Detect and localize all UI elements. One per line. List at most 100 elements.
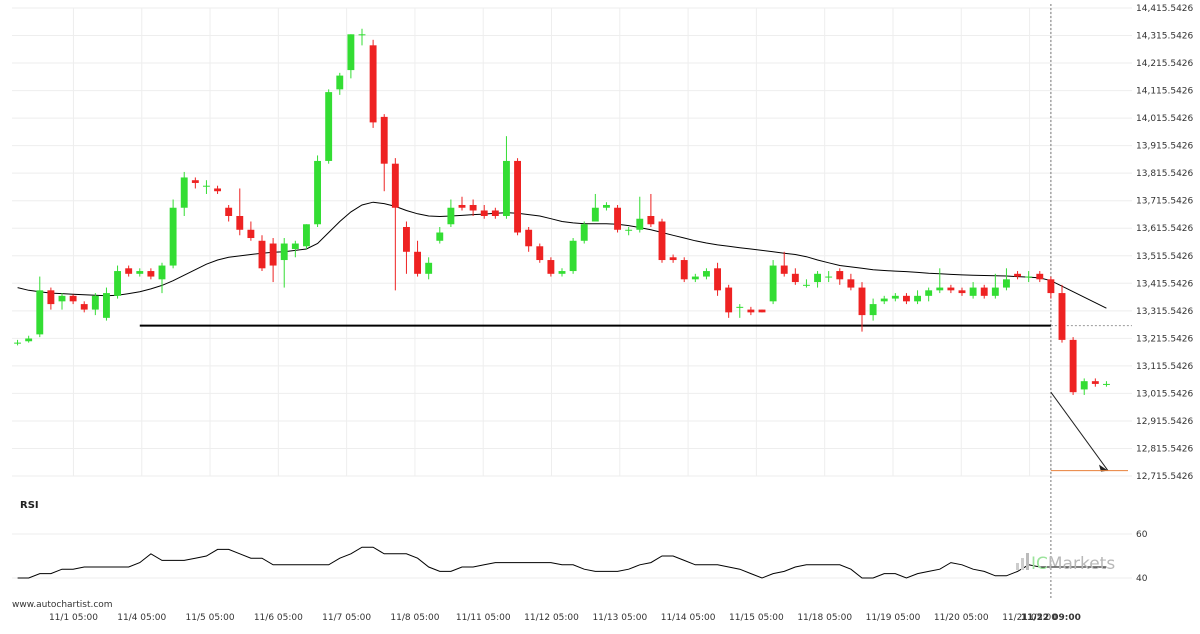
candle-up [91, 295, 99, 310]
candle-down [725, 287, 733, 313]
candle-down [1091, 381, 1099, 384]
candle-up [803, 284, 810, 286]
candle-down [680, 260, 688, 280]
candle-up [1025, 276, 1033, 278]
candle-up [591, 207, 599, 222]
candle-down [391, 163, 399, 208]
candle-down [147, 271, 155, 277]
candle-up [691, 276, 699, 280]
candle-up [114, 271, 121, 296]
x-tick-label: 11/8 05:00 [390, 613, 439, 623]
candle-up [880, 298, 888, 302]
candle-up [103, 293, 110, 318]
brand-suffix: Markets [1048, 554, 1115, 574]
candle-up [558, 271, 566, 274]
candle-down [980, 287, 988, 296]
rsi-line [17, 546, 1107, 579]
candle-up [969, 287, 977, 296]
candle-down [47, 290, 55, 305]
candle-up [914, 295, 921, 302]
candle-up [14, 342, 21, 344]
site-url: www.autochartist.com [12, 600, 113, 610]
candle-up [158, 265, 166, 280]
candle-up [869, 304, 877, 316]
brand-logo: ICMarkets [1016, 553, 1115, 574]
candle-up [503, 160, 510, 216]
candle-down [191, 180, 199, 183]
candle-down [858, 287, 866, 316]
candle-down [247, 229, 255, 239]
candle-down [414, 251, 421, 274]
candle-up [336, 75, 344, 90]
candle-down [269, 243, 277, 266]
candle-up [991, 287, 999, 296]
candle-down [469, 204, 477, 211]
candle-down [536, 246, 544, 261]
candle-down [614, 207, 621, 230]
candle-up [325, 92, 333, 161]
candle-down [847, 279, 855, 288]
y-tick-label: 13,015.5426 [1136, 389, 1194, 399]
y-tick-label: 12,715.5426 [1136, 472, 1194, 482]
grid-lines [12, 4, 1132, 600]
forecast [1050, 391, 1128, 472]
candle-down [214, 188, 221, 192]
forecast-arrow-line [1050, 391, 1109, 471]
brand-logo-bar-3 [1026, 553, 1029, 570]
candle-up [347, 34, 355, 71]
y-tick-label: 14,315.5426 [1136, 32, 1194, 42]
candle-down [458, 204, 466, 208]
candle-down [125, 268, 133, 274]
y-tick-label: 13,415.5426 [1136, 279, 1194, 289]
candle-down [1069, 339, 1077, 393]
x-tick-label: 11/14 05:00 [661, 613, 716, 623]
candle-down [747, 309, 755, 313]
candle-down [1036, 273, 1044, 280]
x-tick-label: 11/15 05:00 [729, 613, 784, 623]
y-tick-label: 13,715.5426 [1136, 197, 1194, 207]
y-tick-label: 13,115.5426 [1136, 362, 1194, 372]
x-tick-label: 11/22 09:00 [1021, 613, 1081, 623]
candle-up [925, 290, 933, 296]
y-tick-label: 14,115.5426 [1136, 87, 1194, 97]
candles [14, 28, 1110, 395]
candle-up [1103, 383, 1110, 385]
candle-up [891, 295, 899, 299]
candle-down [403, 227, 410, 252]
y-tick-label: 13,215.5426 [1136, 334, 1194, 344]
candle-down [647, 215, 655, 225]
x-tick-label: 11/19 05:00 [866, 613, 921, 623]
candle-down [225, 207, 233, 216]
candle-down [758, 309, 766, 313]
candle-up [569, 240, 577, 272]
x-axis-ticks: 11/1 05:00 11/4 05:00 11/5 05:00 11/6 05:00… [49, 613, 1081, 623]
candle-down [1014, 273, 1021, 277]
brand-name: ICMarkets [1031, 554, 1115, 574]
candle-down [480, 210, 488, 216]
candle-down [236, 215, 244, 230]
y-tick-label: 13,515.5426 [1136, 252, 1194, 262]
x-tick-label: 11/7 05:00 [322, 613, 371, 623]
y-axis-ticks: 14,415.5426 14,315.5426 14,215.5426 14,115.… [1136, 4, 1194, 584]
candle-up [1003, 279, 1010, 288]
moving-average-line [17, 201, 1107, 309]
candle-down [547, 260, 555, 274]
candle-up [36, 290, 44, 335]
candle-up [703, 271, 710, 277]
candle-up [736, 306, 744, 308]
candle-down [525, 229, 533, 247]
candle-up [436, 232, 444, 241]
x-tick-label: 11/12 05:00 [524, 613, 579, 623]
x-tick-label: 11/18 05:00 [797, 613, 852, 623]
candle-down [80, 304, 88, 310]
candle-up [314, 160, 321, 225]
rsi-title: RSI [20, 500, 39, 511]
candle-down [947, 287, 955, 291]
candle-down [780, 265, 788, 274]
candle-down [380, 116, 388, 164]
candle-down [958, 290, 966, 294]
forecast-arrowhead [1099, 464, 1108, 472]
rsi-y-tick-label: 60 [1136, 530, 1148, 540]
y-tick-label: 12,815.5426 [1136, 444, 1194, 454]
